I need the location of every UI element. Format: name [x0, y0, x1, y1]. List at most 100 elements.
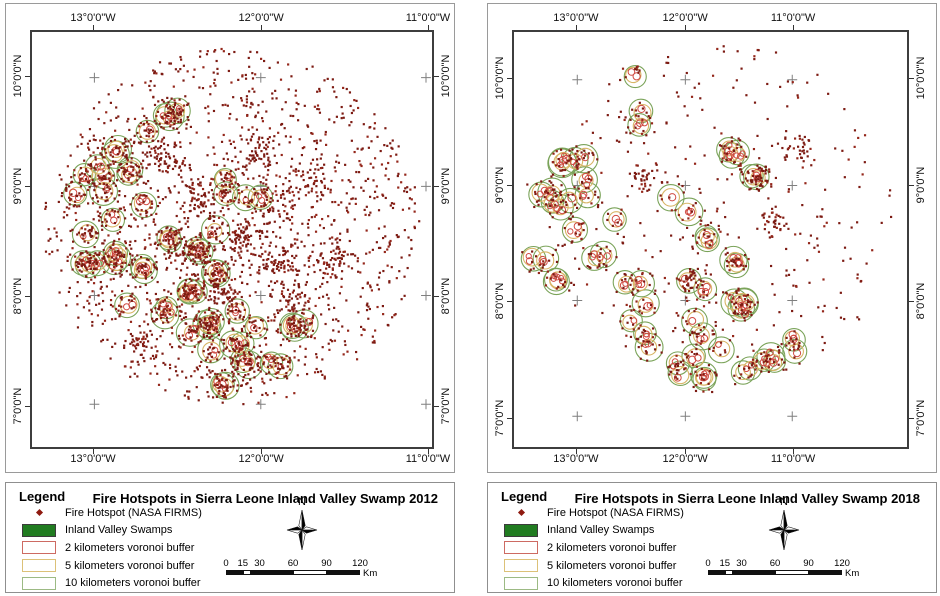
legend-swatch-wrap — [501, 559, 541, 573]
map-frame-2012: 13°0'0"W 13°0'0"W 12°0'0"W 12°0'0"W 11°0'0"W… — [5, 3, 455, 473]
map-title-2012: Fire Hotspots in Sierra Leone Inland Val… — [92, 491, 438, 506]
legend-item: 10 kilometers voronoi buffer — [19, 574, 219, 592]
scalebar-segment — [326, 570, 360, 575]
graticule-tick — [575, 25, 577, 30]
lat-label-left: 10°0'0"N — [494, 56, 506, 100]
scalebar-segment — [775, 570, 809, 575]
graticule-tick — [909, 185, 914, 187]
graticule-tick — [507, 185, 512, 187]
lon-label-top: 11°0'0"W — [770, 12, 816, 24]
graticule-tick — [909, 301, 914, 303]
map-canvas — [44, 47, 431, 410]
map-frame-2018: 13°0'0"W 13°0'0"W 12°0'0"W 12°0'0"W 11°0'0"W… — [487, 3, 937, 473]
legend-box-2018: Legend Fire Hotspots in Sierra Leone Inl… — [487, 482, 937, 593]
legend-swatch-wrap — [19, 559, 59, 573]
graticule-tick — [793, 25, 795, 30]
legend-item-label: Fire Hotspot (NASA FIRMS) — [65, 506, 202, 519]
legend-heading: Legend — [501, 489, 548, 504]
swamp-fill-swatch — [504, 523, 538, 537]
legend-item-label: 2 kilometers voronoi buffer — [65, 541, 195, 554]
scalebar-segment — [242, 570, 252, 575]
scalebar-segment — [724, 570, 734, 575]
legend-swatch-wrap — [501, 576, 541, 590]
map-panel-2012: 13°0'0"W 13°0'0"W 12°0'0"W 12°0'0"W 11°0'0"W… — [5, 3, 455, 593]
lon-label-top: 11°0'0"W — [405, 12, 451, 24]
buffer-outline-swatch — [22, 541, 56, 555]
legend-swatch-wrap — [501, 509, 541, 517]
legend-swatch-wrap — [19, 523, 59, 537]
scalebar-segment — [293, 570, 327, 575]
north-arrow-icon — [768, 509, 800, 551]
lat-label-left: 9°0'0"N — [12, 167, 24, 205]
north-arrow-label: N — [780, 496, 788, 508]
graticule-tick — [427, 449, 429, 454]
graticule-tick — [434, 296, 439, 298]
scalebar-segment — [226, 570, 243, 575]
legend-item: Inland Valley Swamps — [19, 522, 219, 540]
lat-label-right: 8°0'0"N — [915, 282, 927, 320]
hotspot-dots-layer — [44, 47, 421, 406]
lon-label-top: 13°0'0"W — [553, 12, 599, 24]
lat-label-left: 9°0'0"N — [494, 166, 506, 204]
legend-swatch-wrap — [501, 523, 541, 537]
legend-swatch-wrap — [501, 541, 541, 555]
legend-item-label: Inland Valley Swamps — [547, 524, 655, 537]
legend-items: Fire Hotspot (NASA FIRMS) Inland Valley S… — [501, 504, 701, 592]
legend-item-label: Inland Valley Swamps — [65, 524, 173, 537]
buffer-outline-swatch — [22, 559, 56, 573]
scalebar-segment — [733, 570, 742, 575]
legend-swatch-wrap — [19, 541, 59, 555]
lon-label-bottom: 11°0'0"W — [770, 453, 816, 465]
scalebar-tick-label: 15 — [719, 558, 731, 569]
scalebar-unit: Km — [363, 568, 378, 579]
legend-swatch-wrap — [19, 576, 59, 590]
graticule-tick — [685, 25, 687, 30]
lat-label-left: 8°0'0"N — [12, 277, 24, 315]
legend-item: 10 kilometers voronoi buffer — [501, 574, 701, 592]
lat-label-right: 7°0'0"N — [440, 387, 452, 425]
scalebar-tick-label: 120 — [352, 558, 368, 569]
lat-label-right: 9°0'0"N — [915, 166, 927, 204]
hotspot-dots-layer — [521, 45, 893, 394]
legend-item-label: 10 kilometers voronoi buffer — [65, 577, 201, 590]
graticule-tick — [25, 405, 30, 407]
scalebar-tick-label: 60 — [769, 558, 781, 569]
scalebar-segment — [251, 570, 260, 575]
scalebar-tick-label: 15 — [237, 558, 249, 569]
lat-label-left: 10°0'0"N — [12, 54, 24, 98]
graticule-tick — [261, 449, 263, 454]
lon-label-bottom: 11°0'0"W — [405, 453, 451, 465]
fire-hotspot-point-icon — [517, 509, 525, 517]
graticule-layer — [572, 74, 798, 422]
scalebar-tick-label: 30 — [254, 558, 265, 569]
map-neatline — [30, 30, 434, 449]
map-neatline — [512, 30, 909, 449]
legend-item: Fire Hotspot (NASA FIRMS) — [19, 504, 219, 522]
graticule-tick — [793, 449, 795, 454]
graticule-tick — [25, 76, 30, 78]
lon-label-bottom: 12°0'0"W — [662, 453, 708, 465]
lat-label-right: 10°0'0"N — [915, 56, 927, 100]
graticule-tick — [25, 296, 30, 298]
graticule-tick — [93, 449, 95, 454]
scalebar-tick-label: 60 — [287, 558, 299, 569]
graticule-tick — [909, 417, 914, 419]
graticule-tick — [434, 185, 439, 187]
legend-item-label: Fire Hotspot (NASA FIRMS) — [547, 506, 684, 519]
scalebar-segment — [708, 570, 725, 575]
lon-label-bottom: 13°0'0"W — [553, 453, 599, 465]
legend-item-label: 5 kilometers voronoi buffer — [65, 559, 195, 572]
lat-label-left: 7°0'0"N — [12, 387, 24, 425]
graticule-tick — [685, 449, 687, 454]
graticule-tick — [434, 76, 439, 78]
north-arrow: N — [760, 497, 808, 557]
scalebar-segment — [741, 570, 775, 575]
lon-label-bottom: 12°0'0"W — [238, 453, 284, 465]
buffer-outline-swatch — [504, 541, 538, 555]
legend-item: Fire Hotspot (NASA FIRMS) — [501, 504, 701, 522]
lon-label-bottom: 13°0'0"W — [70, 453, 116, 465]
scale-bar: 0 15 30 60 90 120 Km — [704, 558, 869, 586]
legend-box-2012: Legend Fire Hotspots in Sierra Leone Inl… — [5, 482, 455, 593]
legend-item-label: 2 kilometers voronoi buffer — [547, 541, 677, 554]
legend-item: 2 kilometers voronoi buffer — [19, 539, 219, 557]
